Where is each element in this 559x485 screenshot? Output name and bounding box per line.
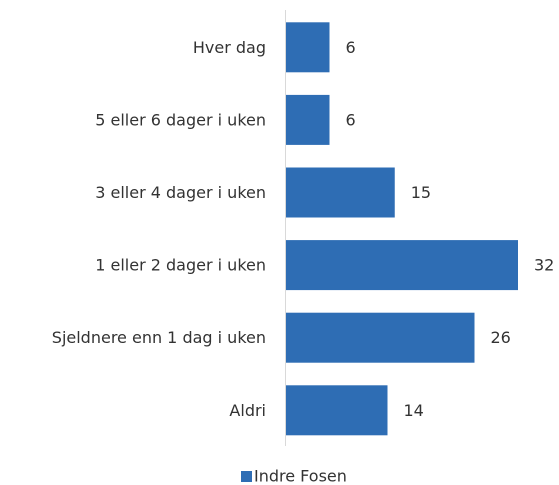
- y-tick-label: Sjeldnere enn 1 dag i uken: [52, 328, 266, 347]
- data-label: 6: [346, 38, 356, 57]
- y-tick-label: 1 eller 2 dager i uken: [95, 256, 266, 275]
- legend-label: Indre Fosen: [254, 467, 347, 485]
- data-label: 15: [411, 183, 431, 202]
- data-label: 32: [534, 256, 554, 275]
- y-tick-label: 3 eller 4 dager i uken: [95, 183, 266, 202]
- y-tick-label: Aldri: [229, 401, 266, 420]
- bar: [286, 167, 395, 218]
- y-tick-label: 5 eller 6 dager i uken: [95, 110, 266, 129]
- data-label: 6: [346, 110, 356, 129]
- y-tick-label: Hver dag: [193, 38, 266, 57]
- data-label: 14: [404, 401, 424, 420]
- bar: [286, 385, 388, 436]
- bar: [286, 312, 475, 363]
- bar: [286, 240, 518, 291]
- legend-swatch: [241, 471, 252, 482]
- data-label: 26: [491, 328, 511, 347]
- bar: [286, 94, 330, 145]
- bar: [286, 22, 330, 73]
